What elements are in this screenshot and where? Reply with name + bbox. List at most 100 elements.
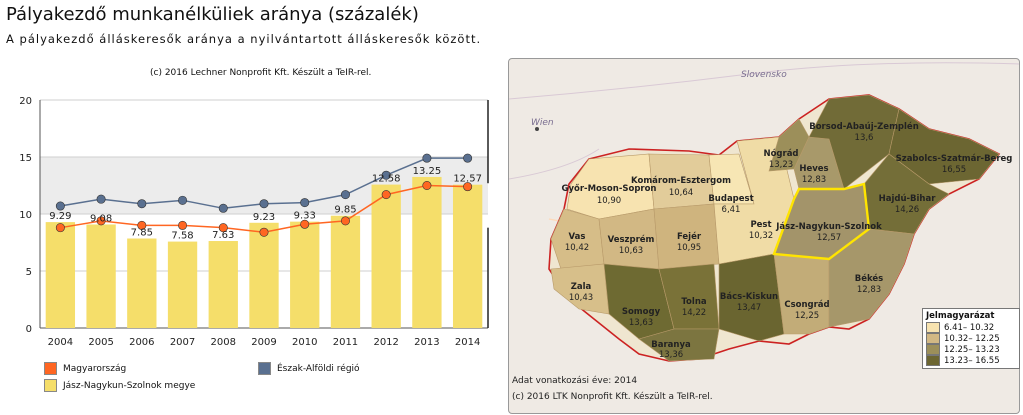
y-tick-label: 10	[19, 210, 32, 221]
series-point	[463, 153, 473, 163]
legend-item-hungary: Magyarország	[44, 362, 126, 375]
legend-item-region: Észak-Alföldi régió	[258, 362, 360, 375]
map-legend: Jelmagyarázat 6.41– 10.32 10.32– 12.25 1…	[922, 308, 1020, 369]
legend-item-county: Jász-Nagykun-Szolnok megye	[44, 379, 195, 392]
legend-swatch	[258, 362, 271, 375]
bar	[330, 215, 361, 328]
series-point	[259, 227, 269, 237]
county-value: 12,25	[795, 311, 819, 321]
country-label-slovakia: Slovensko	[741, 70, 787, 80]
county-label: Veszprém	[608, 234, 655, 245]
map-legend-title: Jelmagyarázat	[926, 311, 995, 321]
county-zala[interactable]	[550, 263, 610, 315]
series-point	[300, 198, 310, 208]
map-canvas: Slovensko Wien Győr-Moson-Sopron 10,90 K…	[509, 62, 1019, 362]
map-credit: (c) 2016 LTK Nonprofit Kft. Készült a Te…	[512, 392, 713, 402]
series-point	[137, 220, 147, 230]
border-line	[509, 62, 1019, 100]
data-label: 9.29	[49, 211, 71, 222]
x-tick-label: 2008	[211, 337, 236, 348]
series-point	[137, 199, 147, 209]
series-point	[340, 190, 350, 200]
county-label: Győr-Moson-Sopron	[562, 184, 657, 194]
series-point	[96, 216, 106, 226]
map-legend-label: 13.23– 16.55	[944, 355, 1000, 366]
x-tick-label: 2012	[373, 337, 398, 348]
map-legend-row: 12.25– 13.23	[926, 344, 1016, 355]
series-point	[178, 195, 188, 205]
county-baranya[interactable]	[638, 328, 720, 362]
series-point	[218, 223, 228, 233]
county-label: Komárom-Esztergom	[631, 176, 731, 186]
series-point	[55, 223, 65, 233]
map-data-year: Adat vonatkozási éve: 2014	[512, 376, 638, 386]
x-tick-label: 2013	[414, 337, 439, 348]
county-value: 14,22	[682, 308, 706, 318]
county-value: 10,90	[597, 196, 621, 206]
county-label: Hajdú-Bihar	[879, 194, 937, 204]
x-tick-label: 2010	[292, 337, 317, 348]
x-tick-label: 2004	[48, 337, 73, 348]
data-label: 9.85	[334, 205, 356, 216]
map-legend-swatch	[926, 333, 940, 344]
y-tick-label: 15	[19, 153, 32, 164]
county-value: 10,43	[569, 293, 593, 303]
combo-chart: 0 5 10 15 20 9.29 9.08 7.85 7.58 7.63 9.23 9.33 9.85…	[19, 96, 489, 348]
data-label: 7.58	[171, 231, 193, 242]
map-legend-swatch	[926, 322, 940, 333]
x-tick-label: 2011	[333, 337, 358, 348]
county-value: 12,57	[817, 233, 841, 243]
x-tick-label: 2014	[455, 337, 480, 348]
county-jasz-highlight[interactable]	[772, 182, 871, 261]
county-label: Pest	[750, 220, 771, 230]
county-label: Nógrád	[763, 148, 798, 159]
county-label: Jász-Nagykun-Szolnok	[775, 222, 882, 232]
county-value: 6,41	[722, 205, 741, 215]
bar	[86, 224, 116, 328]
y-tick-label: 5	[26, 267, 32, 278]
county-label: Heves	[799, 164, 828, 174]
series-point	[96, 194, 106, 204]
bar	[45, 222, 76, 328]
county-label: Budapest	[708, 194, 753, 204]
bar	[412, 176, 442, 328]
page-subtitle: A pályakezdő álláskeresők aránya a nyilv…	[6, 32, 482, 46]
county-label: Bács-Kiskun	[720, 292, 778, 302]
county-csongrad[interactable]	[773, 253, 830, 335]
bar	[371, 184, 401, 328]
county-value: 13,36	[659, 350, 683, 360]
data-label: 9.08	[90, 213, 112, 224]
county-label: Békés	[855, 273, 884, 284]
county-label: Somogy	[622, 307, 661, 317]
legend-label: Jász-Nagykun-Szolnok megye	[63, 381, 196, 391]
data-label: 12.57	[453, 174, 482, 185]
county-value: 16,55	[942, 165, 966, 175]
data-label: 9.33	[294, 211, 316, 222]
county-value: 10,32	[749, 231, 773, 241]
series-point	[55, 201, 65, 211]
city-dot	[535, 127, 539, 131]
county-label: Szabolcs-Szatmár-Bereg	[896, 154, 1013, 164]
county-value: 10,63	[619, 246, 643, 256]
map-legend-label: 10.32– 12.25	[944, 333, 1000, 344]
county-label: Tolna	[681, 297, 706, 307]
y-tick-label: 0	[26, 324, 32, 335]
border-line	[509, 148, 600, 180]
series-point	[340, 216, 350, 226]
data-label: 7.63	[212, 230, 234, 241]
data-label: 9.23	[253, 212, 275, 223]
county-value: 13,6	[855, 133, 874, 143]
county-label: Baranya	[651, 340, 691, 350]
county-bekes[interactable]	[828, 228, 915, 328]
series-point	[422, 181, 432, 191]
x-tick-label: 2007	[170, 337, 195, 348]
county-label: Vas	[569, 232, 586, 242]
county-value: 10,42	[565, 243, 589, 253]
x-tick-label: 2005	[88, 337, 113, 348]
map-legend-label: 12.25– 13.23	[944, 344, 1000, 355]
legend-label: Magyarország	[63, 364, 127, 374]
county-label: Zala	[571, 282, 592, 292]
bar	[208, 241, 238, 328]
county-bacs[interactable]	[718, 253, 785, 342]
county-value: 14,26	[895, 205, 919, 215]
